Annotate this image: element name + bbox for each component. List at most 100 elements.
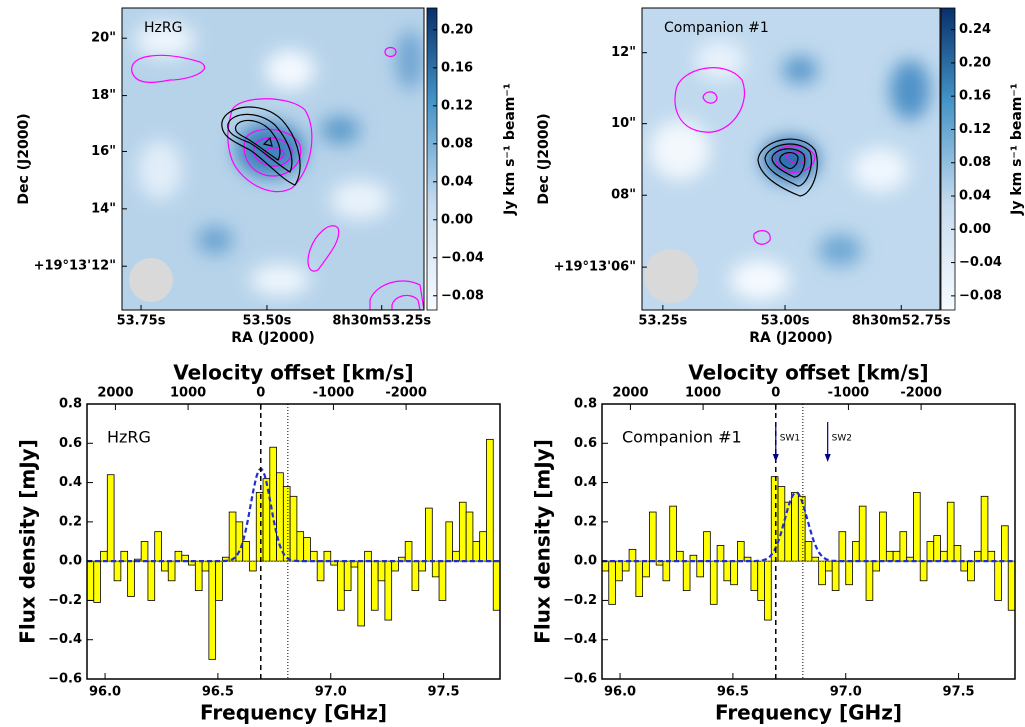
colorbar-tick-label: 0.08 xyxy=(441,136,473,151)
x2-tick-label: 1000 xyxy=(170,386,206,401)
colorbar-tick-label: 0.04 xyxy=(441,174,473,189)
x-tick-label: 97.5 xyxy=(428,685,460,700)
colorbar-tick-label: 0.08 xyxy=(959,155,991,170)
bar xyxy=(750,560,759,592)
bar xyxy=(926,541,935,562)
bar xyxy=(127,560,135,597)
bar xyxy=(208,560,217,660)
colorbar-tick-label: −0.08 xyxy=(959,288,1002,303)
x-tick-label: 8h30m52.75s xyxy=(852,314,951,329)
bar xyxy=(255,491,264,562)
y-tick-label: +19°13'06" xyxy=(554,260,636,275)
y-tick-label: 20" xyxy=(91,31,116,46)
bar xyxy=(147,560,156,601)
colorbar-tick-label: 0.16 xyxy=(959,89,991,104)
fit-curve xyxy=(602,491,1015,563)
y-tick-label: 0.8 xyxy=(574,397,597,412)
colorbar-label: Jy km s⁻¹ beam⁻¹ xyxy=(502,83,518,216)
bar xyxy=(1001,525,1009,562)
bar xyxy=(933,535,941,562)
bar xyxy=(709,560,718,605)
x-axis-label: Frequency [GHz] xyxy=(200,701,387,725)
bar xyxy=(201,560,210,572)
bar xyxy=(337,560,345,611)
y-tick-label: 08" xyxy=(611,188,636,203)
x-tick-label: 53.25s xyxy=(638,314,687,329)
bar xyxy=(445,521,454,562)
bar xyxy=(615,560,623,582)
map-image xyxy=(642,8,940,310)
x-tick-label: 97.0 xyxy=(315,685,347,700)
bar xyxy=(865,560,874,601)
y-axis-label: Flux density [mJy] xyxy=(531,439,555,644)
plot-frame xyxy=(601,403,1016,680)
bar xyxy=(845,560,853,586)
bar xyxy=(479,531,487,562)
colorbar xyxy=(940,7,956,311)
bar xyxy=(303,537,311,562)
bar xyxy=(384,560,393,621)
x2-tick-label: -2000 xyxy=(385,386,427,401)
bar xyxy=(161,560,169,572)
colorbar-label: Jy km s⁻¹ beam⁻¹ xyxy=(1009,83,1025,216)
colorbar-tick-label: 0.12 xyxy=(441,98,473,113)
bar xyxy=(642,560,650,578)
x-tick-label: 96.0 xyxy=(604,685,636,700)
bar xyxy=(601,560,610,572)
bar xyxy=(418,560,426,572)
bar xyxy=(838,531,847,562)
colorbar-tick-label: 0.20 xyxy=(441,22,473,37)
bar xyxy=(682,560,691,592)
panel-label: HzRG xyxy=(144,20,182,36)
bar xyxy=(757,560,765,601)
panel-label: Companion #1 xyxy=(622,428,742,447)
bar xyxy=(364,550,372,562)
bar xyxy=(465,511,474,562)
x2-tick-label: -1000 xyxy=(828,386,870,401)
bar xyxy=(404,541,413,562)
y-tick-label: 0.6 xyxy=(59,436,82,451)
bar xyxy=(872,560,880,572)
colorbar-tick-label: 0.12 xyxy=(959,122,991,137)
panel-label: Companion #1 xyxy=(664,20,769,36)
bar xyxy=(438,560,447,601)
x-tick-label: 97.0 xyxy=(830,685,862,700)
x2-tick-label: 0 xyxy=(771,386,780,401)
bar xyxy=(86,560,95,601)
y-tick-label: −0.2 xyxy=(48,593,82,608)
bar xyxy=(343,560,352,592)
x-tick-label: 96.0 xyxy=(89,685,121,700)
annotation-label: SW2 xyxy=(832,434,852,444)
bar xyxy=(899,531,908,562)
bar xyxy=(113,560,122,582)
x2-tick-label: 2000 xyxy=(612,386,648,401)
bar xyxy=(282,486,291,562)
bar xyxy=(174,550,183,562)
bar xyxy=(323,550,332,562)
x-axis-label: Frequency [GHz] xyxy=(715,701,902,725)
y-tick-label: 0.2 xyxy=(59,514,82,529)
arrow-head xyxy=(824,454,831,462)
bar xyxy=(791,491,799,562)
bar xyxy=(973,550,982,562)
bar xyxy=(994,560,1002,601)
y-axis-label: Dec (J2000) xyxy=(536,113,552,204)
x2-tick-label: -2000 xyxy=(900,386,942,401)
y-tick-label: 0.4 xyxy=(59,475,82,490)
bar xyxy=(296,531,305,562)
bar xyxy=(357,560,365,627)
x-axis-label: RA (J2000) xyxy=(231,330,314,346)
bar xyxy=(628,548,637,562)
bar xyxy=(140,541,149,562)
colorbar-tick-label: 0.20 xyxy=(959,55,991,70)
bar xyxy=(100,550,108,562)
bar xyxy=(797,495,806,562)
x-tick-label: 53.75s xyxy=(117,314,166,329)
y-tick-label: 0.0 xyxy=(574,554,597,569)
x2-tick-label: 2000 xyxy=(97,386,133,401)
bar xyxy=(235,521,244,562)
bar xyxy=(635,560,644,597)
y-tick-label: +19°13'12" xyxy=(34,259,116,274)
fit-curve xyxy=(87,467,500,563)
